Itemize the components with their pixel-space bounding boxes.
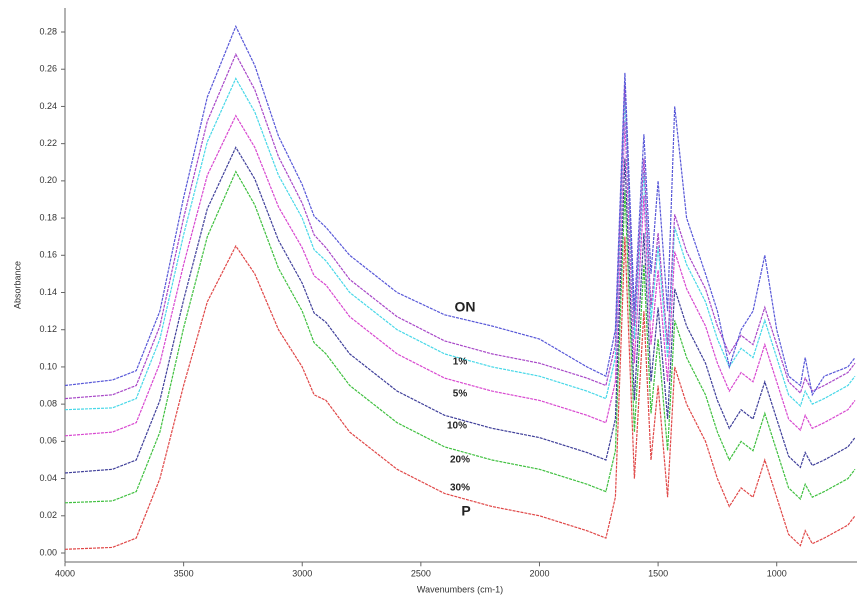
curve-label: 10% bbox=[447, 421, 467, 432]
y-tick-label: 0.14 bbox=[39, 287, 57, 297]
y-tick-label: 0.16 bbox=[39, 250, 57, 260]
x-tick-label: 3500 bbox=[174, 569, 194, 579]
y-tick-label: 0.20 bbox=[39, 175, 57, 185]
y-axis-label: Absorbance bbox=[12, 261, 22, 309]
y-tick-label: 0.18 bbox=[39, 212, 57, 222]
y-tick-label: 0.12 bbox=[39, 324, 57, 334]
spectrum-line bbox=[65, 77, 856, 411]
y-tick-label: 0.08 bbox=[39, 399, 57, 409]
x-tick-label: 2000 bbox=[529, 569, 549, 579]
curve-label: 1% bbox=[453, 357, 468, 368]
curve-label: P bbox=[461, 503, 470, 519]
spectrum-line bbox=[65, 24, 856, 397]
x-tick-label: 3000 bbox=[292, 569, 312, 579]
y-tick-label: 0.02 bbox=[39, 510, 57, 520]
x-tick-label: 4000 bbox=[55, 569, 75, 579]
x-tick-label: 1500 bbox=[648, 569, 668, 579]
curve-label: 20% bbox=[450, 455, 470, 466]
y-tick-label: 0.22 bbox=[39, 138, 57, 148]
spectrum-line bbox=[65, 236, 856, 550]
spectrum-line bbox=[65, 52, 856, 400]
curve-label: 30% bbox=[450, 483, 470, 494]
x-tick-label: 1000 bbox=[767, 569, 787, 579]
y-tick-label: 0.28 bbox=[39, 26, 57, 36]
y-tick-label: 0.06 bbox=[39, 436, 57, 446]
spectrum-line bbox=[65, 146, 856, 474]
y-tick-label: 0.00 bbox=[39, 547, 57, 557]
spectrum-line bbox=[65, 114, 856, 437]
curve-label: ON bbox=[455, 299, 476, 315]
x-axis-label: Wavenumbers (cm-1) bbox=[417, 584, 503, 594]
x-tick-label: 2500 bbox=[411, 569, 431, 579]
curve-label: 5% bbox=[453, 389, 468, 400]
y-tick-label: 0.04 bbox=[39, 473, 57, 483]
y-tick-label: 0.26 bbox=[39, 64, 57, 74]
y-tick-label: 0.10 bbox=[39, 361, 57, 371]
spectrum-line bbox=[65, 170, 856, 504]
y-tick-label: 0.24 bbox=[39, 101, 57, 111]
